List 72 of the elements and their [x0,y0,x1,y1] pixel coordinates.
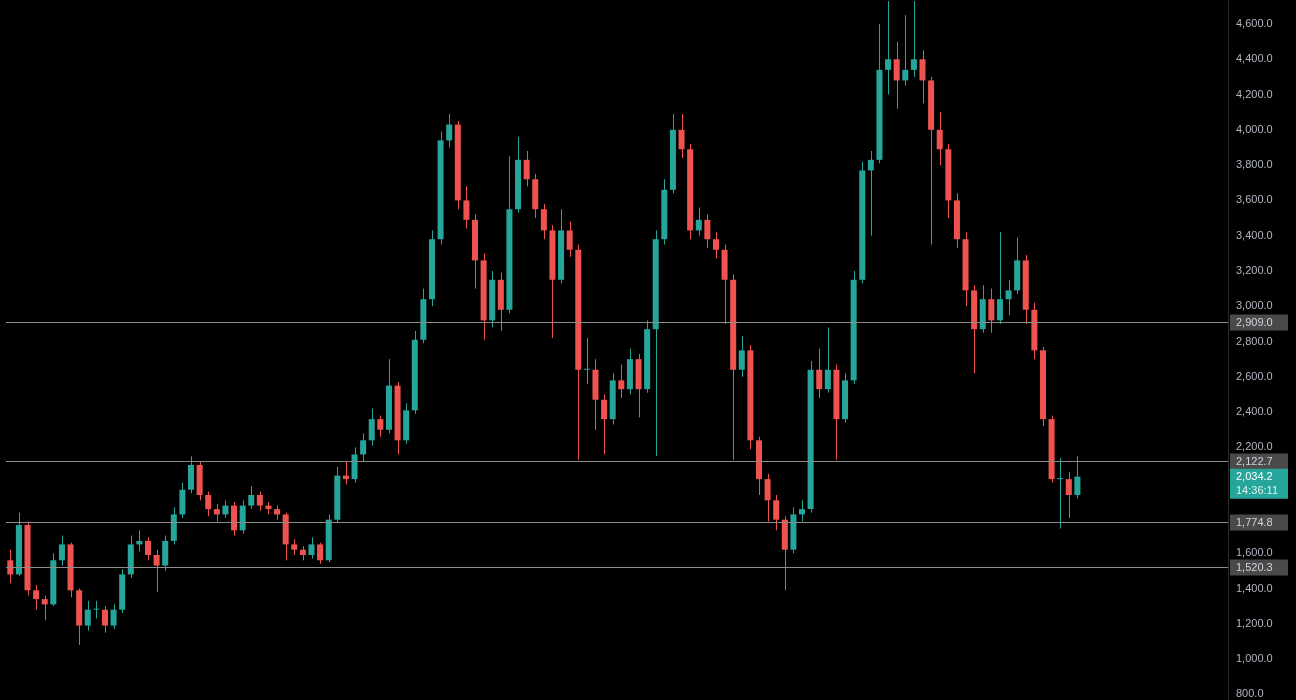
y-tick-label: 4,000.0 [1236,122,1273,135]
candlestick [248,485,255,510]
y-tick-label: 800.0 [1236,687,1264,700]
y-tick-label: 4,200.0 [1236,87,1273,100]
candlestick [816,348,823,399]
candlestick [7,549,14,584]
text: 2,034.2 [1236,469,1273,482]
candlestick [377,415,384,438]
ref-line-label: 1,774.8 [1236,515,1273,528]
candlestick [695,206,702,237]
y-tick-label: 3,400.0 [1236,228,1273,241]
candlestick [919,49,926,104]
y-tick-label: 3,800.0 [1236,158,1273,171]
candlestick [601,393,608,455]
ref-line-label: 1,520.3 [1236,560,1273,573]
candlestick [988,288,995,334]
y-tick-label: 3,600.0 [1236,193,1273,206]
candlestick [893,41,900,110]
candlestick [360,432,367,462]
y-tick-label: 1,000.0 [1236,652,1273,665]
candlestick [101,605,108,634]
candlestick [1057,457,1064,530]
candlestick [205,490,212,517]
candlestick [704,214,711,249]
candlestick [317,542,324,565]
candlestick [368,408,375,447]
candlestick [902,14,909,87]
ref-line-label: 2,122.7 [1236,454,1273,467]
y-tick-label: 2,800.0 [1236,334,1273,347]
candlestick [799,499,806,522]
candlestick [678,113,685,159]
candlestick [1005,279,1012,316]
y-tick-label: 4,400.0 [1236,52,1273,65]
candlestick [583,337,590,385]
candlestick [773,494,780,531]
y-tick-label: 1,200.0 [1236,616,1273,629]
candlestick [41,595,48,621]
y-tick-label: 2,200.0 [1236,440,1273,453]
candlestick [153,549,160,593]
candlestick [33,584,40,611]
candlestick [764,473,771,522]
candlestick [256,490,263,512]
candlestick [446,113,453,148]
candlestick [738,335,745,378]
candlestick [110,603,117,630]
y-tick-label: 2,400.0 [1236,405,1273,418]
candlestick [910,0,917,78]
y-tick-label: 2,600.0 [1236,369,1273,382]
candlestick [885,0,892,96]
candlestick [308,536,315,560]
y-tick-label: 1,600.0 [1236,546,1273,559]
y-tick-label: 4,600.0 [1236,17,1273,30]
candlestick [824,326,831,394]
candlestick [618,363,625,399]
text: 14:36:11 [1236,483,1279,496]
candlestick [58,535,65,567]
candlestick [566,221,573,258]
candlestick [1065,471,1072,519]
candlestick [936,111,943,166]
ref-line-label: 2,909.0 [1236,315,1273,328]
candlestick [144,536,152,561]
y-tick-label: 3,000.0 [1236,299,1273,312]
candlestick [1074,455,1081,500]
candlestick [540,203,547,240]
y-tick-label: 3,200.0 [1236,264,1273,276]
y-tick-label: 1,400.0 [1236,581,1273,594]
candlestick [712,231,719,260]
candlestick [84,600,91,632]
candlestick [523,150,530,187]
candlestick [867,150,874,237]
candlestick [463,185,470,230]
candlestick [996,231,1003,325]
